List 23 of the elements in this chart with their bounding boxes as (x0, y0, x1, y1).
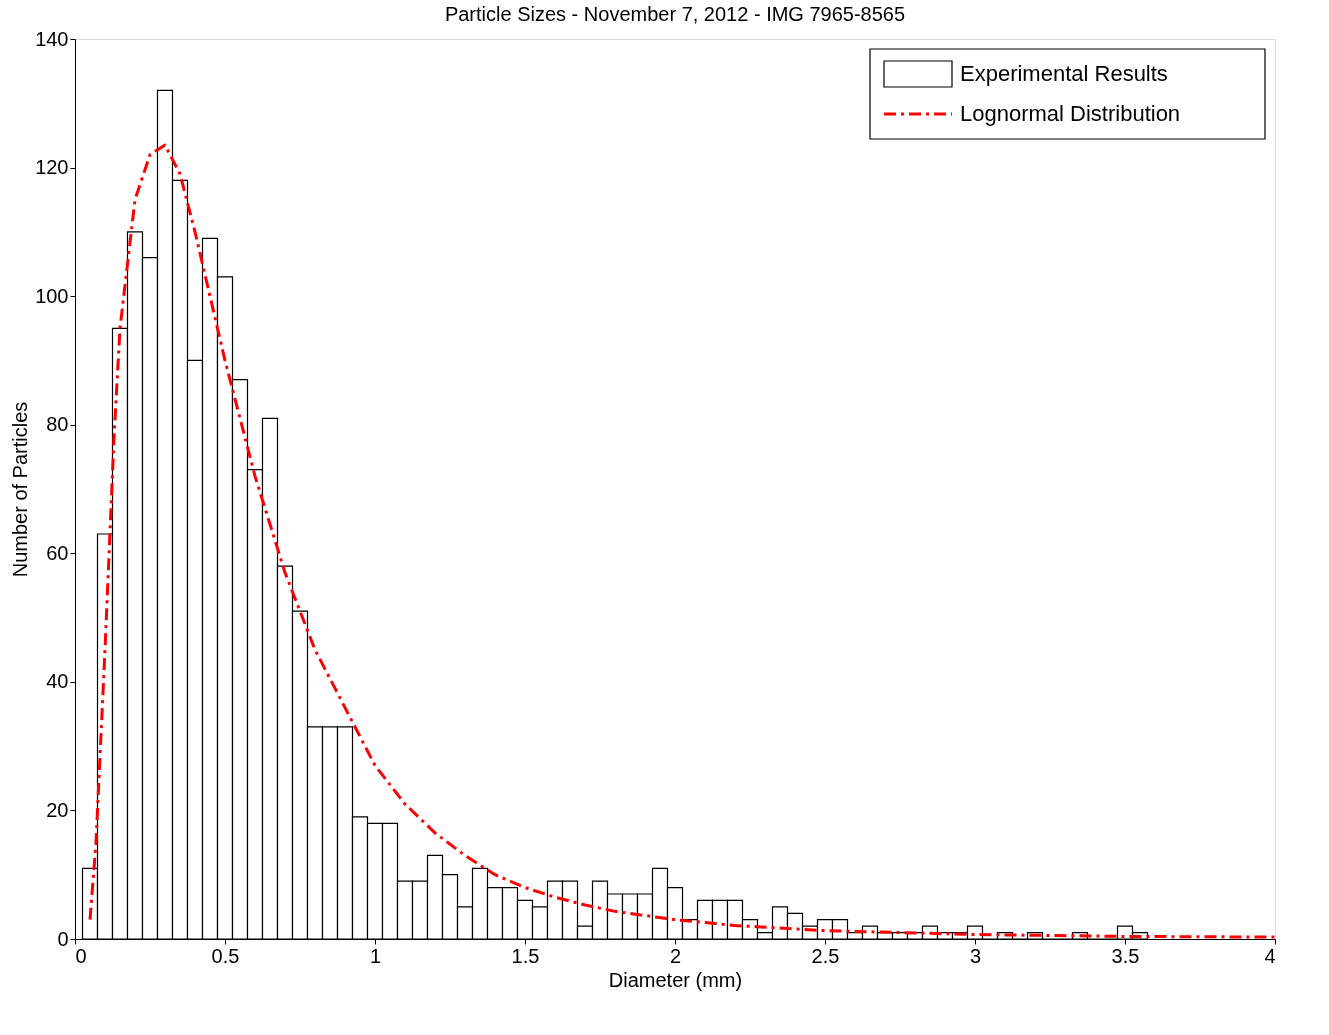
y-tick-label: 40 (46, 670, 69, 693)
x-tick-label: 1.5 (511, 944, 540, 967)
x-tick-label: 2 (669, 944, 682, 967)
y-axis-title: Number of Particles (9, 401, 32, 578)
y-tick-label: 80 (46, 413, 69, 436)
x-tick-label: 3.5 (1111, 944, 1140, 967)
chart-title: Particle Sizes - November 7, 2012 - IMG 7965-8565 (444, 3, 906, 25)
y-tick-label: 100 (35, 284, 69, 307)
y-tick-label: 140 (35, 27, 69, 50)
y-tick-label: 60 (46, 541, 69, 564)
legend-label: Lognormal Distribution (960, 101, 1181, 126)
x-axis-title: Diameter (mm) (608, 968, 743, 991)
y-tick-label: 120 (35, 156, 69, 179)
x-tick-label: 2.5 (811, 944, 840, 967)
x-tick-label: 1 (369, 944, 382, 967)
legend-label: Experimental Results (960, 61, 1168, 86)
x-tick-label: 3 (969, 944, 982, 967)
y-tick-label: 20 (46, 798, 69, 821)
x-tick-label: 4 (1264, 944, 1276, 967)
x-tick-label: 0 (75, 944, 87, 967)
line-series (88, 143, 1275, 939)
x-tick-label: 0.5 (211, 944, 240, 967)
y-tick-label: 0 (57, 927, 69, 950)
